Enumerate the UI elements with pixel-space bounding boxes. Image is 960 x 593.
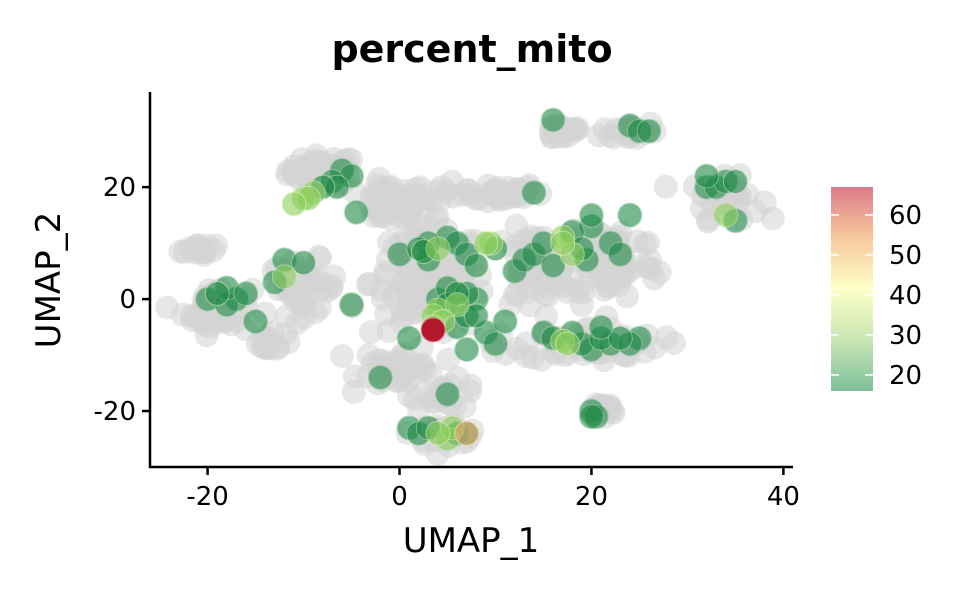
data-point [454,336,480,362]
background-point [495,186,520,211]
y-tick-label: 20 [103,173,136,203]
data-point [540,253,566,279]
background-point [395,297,420,322]
data-point [233,280,259,306]
data-point [425,236,451,262]
data-point [578,202,604,228]
x-tick-label: -20 [186,482,228,512]
data-point [521,180,547,206]
data-point [492,308,518,334]
data-point [722,169,748,195]
data-point [636,118,662,144]
colorbar-tick-label: 60 [889,201,922,231]
colorbar-tick-label: 20 [889,361,922,391]
background-point [170,302,195,327]
background-point [436,347,461,372]
colorbar-tick-label: 40 [889,281,922,311]
background-point [388,349,413,374]
data-point [578,404,604,430]
data-point [607,241,633,267]
data-point [281,191,307,217]
background-point [413,357,438,382]
x-axis-ticks: -20 0 20 40 [186,467,800,512]
background-point [341,379,366,404]
background-point [307,295,332,320]
background-point [632,232,657,257]
data-point [554,331,580,357]
y-axis-title: UMAP_2 [29,212,69,349]
colorbar-ticks: 20 30 40 50 60 [831,201,922,391]
data-point [343,199,369,225]
data-point [204,280,230,306]
data-point [243,308,269,334]
background-point [330,344,355,369]
background-point [365,172,390,197]
background-point [359,319,384,344]
background-point [387,279,412,304]
y-axis-ticks: -20 0 20 [94,173,150,427]
data-point [713,202,739,228]
data-point [425,420,451,446]
y-tick-label: -20 [94,397,136,427]
colorbar-tick-label: 30 [889,321,922,351]
data-point [482,331,508,357]
x-tick-label: 0 [391,482,408,512]
data-point [339,292,365,318]
x-tick-label: 40 [767,482,800,512]
background-point [370,204,395,229]
background-point [653,174,678,199]
data-point [463,253,489,279]
colorbar-legend: 20 30 40 50 60 [831,187,922,391]
data-point [607,325,633,351]
data-point [396,325,422,351]
background-point [608,263,633,288]
data-point [444,292,470,318]
background-point [425,204,450,229]
data-point [435,381,461,407]
data-point [694,163,720,189]
background-point [319,273,344,298]
background-point [276,330,301,355]
background-point [635,254,660,279]
background-point [372,260,397,285]
data-point [617,202,643,228]
data-point [454,420,480,446]
background-point [292,269,317,294]
data-point [473,230,499,256]
background-point [434,179,459,204]
data-point [271,264,297,290]
feature-points [195,107,748,452]
data-point [550,230,576,256]
data-point [420,317,446,343]
data-point [540,107,566,133]
y-tick-label: 0 [119,285,136,315]
colorbar-gradient [831,187,873,391]
data-point [588,314,614,340]
data-point [463,303,489,329]
background-point [406,396,431,421]
colorbar-tick-label: 50 [889,241,922,271]
background-point [760,206,785,231]
data-point [367,364,393,390]
background-point [168,239,193,264]
chart-title: percent_mito [331,27,612,71]
background-point [457,379,482,404]
background-point [403,182,428,207]
background-point [204,233,229,258]
background-point [570,280,595,305]
x-tick-label: 20 [575,482,608,512]
x-axis-title: UMAP_1 [403,521,540,561]
data-point [291,250,317,276]
